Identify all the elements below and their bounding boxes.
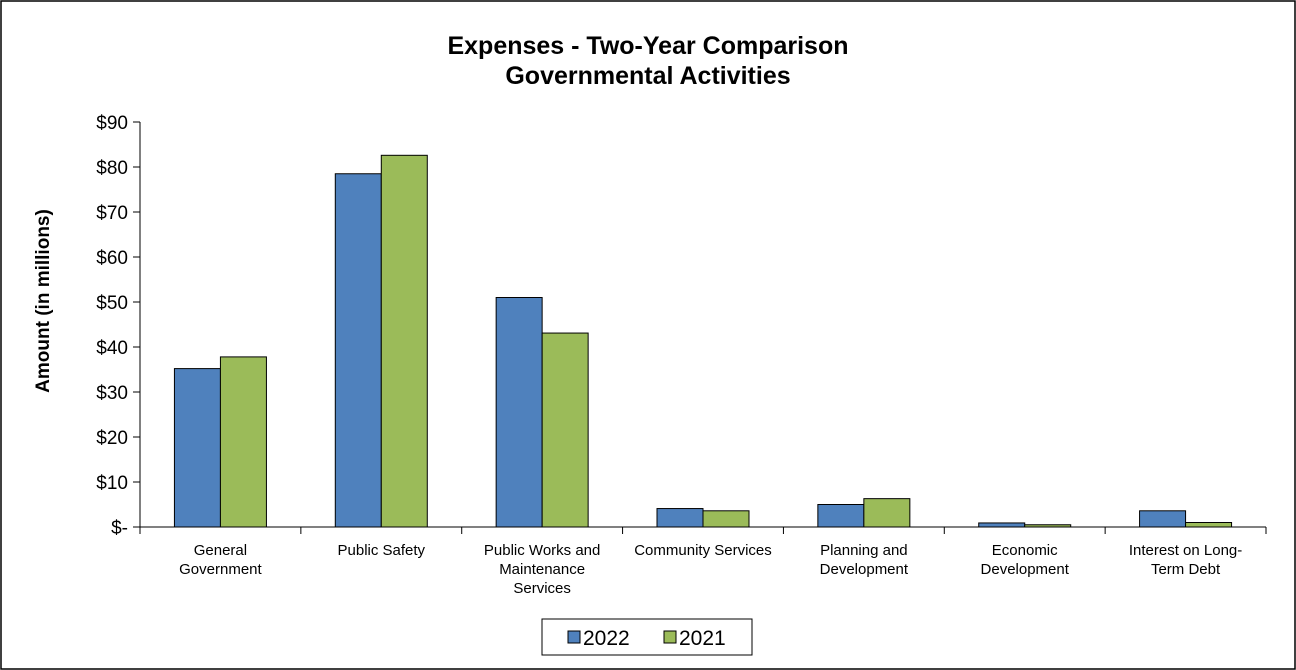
chart-subtitle: Governmental Activities <box>505 62 790 90</box>
x-category-label: Maintenance <box>499 561 585 578</box>
x-category-label: Term Debt <box>1151 561 1221 578</box>
x-category-label: Community Services <box>634 542 772 559</box>
x-category-label: Planning and <box>820 542 908 559</box>
bar-2021 <box>219 356 267 528</box>
bar-2022 <box>173 368 221 528</box>
x-category-label: Government <box>179 561 262 578</box>
x-category-label: Economic <box>992 542 1058 559</box>
y-tick-label: $40 <box>96 338 128 359</box>
bar-2021 <box>1024 524 1072 528</box>
legend-swatch-2022 <box>567 630 581 644</box>
y-tick-label: $10 <box>96 473 128 494</box>
x-category-label: Public Works and <box>484 542 600 559</box>
y-tick-label: $70 <box>96 203 128 224</box>
legend: 2022 2021 <box>541 618 753 656</box>
x-category-label: Development <box>820 561 909 578</box>
y-tick-label: $90 <box>96 113 128 134</box>
x-category-label: Services <box>513 580 571 597</box>
y-tick-label: $50 <box>96 293 128 314</box>
bar-2022 <box>495 297 543 528</box>
bar-2021 <box>380 154 428 528</box>
y-tick-label: $80 <box>96 158 128 179</box>
y-tick-label: $60 <box>96 248 128 269</box>
x-category-label: Interest on Long- <box>1129 542 1242 559</box>
bar-2021 <box>702 510 750 528</box>
plot-area: $- $10 $20 $30 $40 $50 $60 $70 $80 $90 General Gove… <box>96 113 1267 597</box>
bar-2022 <box>1139 510 1187 528</box>
bar-2022 <box>656 508 704 528</box>
x-category-label: General <box>194 542 247 559</box>
chart-title: Expenses - Two-Year Comparison <box>447 32 848 60</box>
x-category-label: Development <box>981 561 1070 578</box>
y-tick-label: $20 <box>96 428 128 449</box>
bar-2021 <box>1185 522 1233 528</box>
legend-label-2021: 2021 <box>679 627 726 650</box>
x-category-label: Public Safety <box>338 542 426 559</box>
bar-2021 <box>541 332 589 528</box>
y-tick-label: $- <box>111 518 128 539</box>
y-tick-label: $30 <box>96 383 128 404</box>
bar-2022 <box>817 504 865 528</box>
y-axis-label: Amount (in millions) <box>33 209 54 393</box>
bar-2021 <box>863 498 911 528</box>
legend-label-2022: 2022 <box>583 627 630 650</box>
bar-2022 <box>978 522 1026 528</box>
legend-swatch-2021 <box>663 630 677 644</box>
bar-2022 <box>334 173 382 528</box>
